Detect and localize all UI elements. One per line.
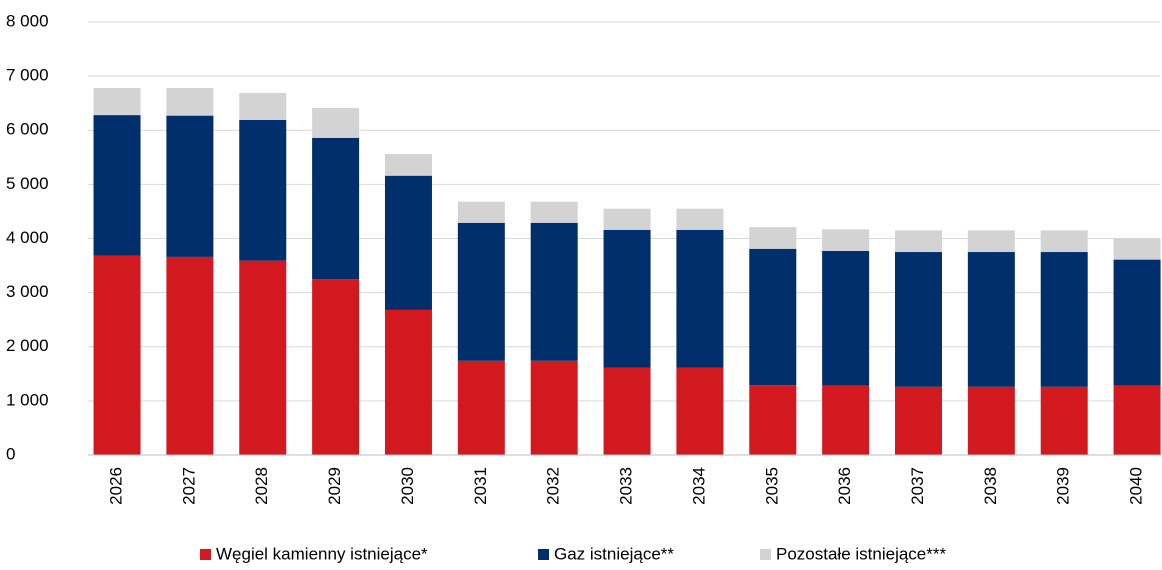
bar-segment: [457, 201, 505, 223]
bar-segment: [1040, 386, 1088, 455]
bar-segment: [384, 309, 432, 455]
bar-segment: [457, 360, 505, 455]
bar-segment: [1040, 230, 1088, 253]
x-tick-label: 2036: [835, 467, 854, 505]
x-tick-label: 2031: [471, 467, 490, 505]
bar-segment: [1113, 385, 1161, 455]
x-tick-label: 2034: [689, 467, 708, 505]
bar-segment: [530, 222, 578, 361]
bar-segment: [239, 119, 287, 261]
bar-segment: [1113, 238, 1161, 260]
legend-swatch: [538, 549, 549, 560]
legend-swatch: [200, 549, 211, 560]
bar-segment: [676, 208, 724, 230]
x-tick-label: 2026: [107, 467, 126, 505]
x-tick-label: 2030: [398, 467, 417, 505]
bar-segment: [384, 154, 432, 176]
legend-label: Gaz istniejące**: [554, 544, 674, 563]
x-tick-label: 2037: [908, 467, 927, 505]
bar-segment: [676, 367, 724, 455]
x-tick-label: 2035: [762, 467, 781, 505]
bar-segment: [312, 279, 360, 455]
legend-swatch: [760, 549, 771, 560]
x-tick-label: 2029: [325, 467, 344, 505]
bar-segment: [457, 222, 505, 361]
bar-segment: [603, 229, 651, 368]
bar-segment: [166, 115, 214, 257]
bar-segment: [894, 230, 942, 253]
bar-segment: [166, 88, 214, 116]
x-tick-label: 2027: [179, 467, 198, 505]
x-tick-label: 2039: [1054, 467, 1073, 505]
y-tick-label: 2 000: [6, 336, 49, 355]
legend-label: Pozostałe istniejące***: [776, 544, 946, 563]
bar-segment: [239, 92, 287, 120]
bar-segment: [894, 252, 942, 387]
bar-segment: [239, 260, 287, 455]
bar-segment: [603, 367, 651, 455]
y-tick-label: 1 000: [6, 390, 49, 409]
bar-segment: [822, 229, 870, 251]
y-tick-label: 5 000: [6, 174, 49, 193]
x-tick-label: 2028: [252, 467, 271, 505]
y-tick-label: 0: [6, 444, 15, 463]
bar-segment: [822, 385, 870, 455]
y-tick-label: 7 000: [6, 66, 49, 85]
x-tick-label: 2040: [1127, 467, 1146, 505]
bar-segment: [93, 115, 141, 256]
bar-segment: [1040, 252, 1088, 387]
bar-segment: [676, 229, 724, 368]
bar-segment: [603, 208, 651, 230]
bar-segment: [749, 248, 797, 386]
bar-segment: [312, 108, 360, 138]
bar-segment: [822, 250, 870, 386]
bar-segment: [384, 175, 432, 310]
bar-segment: [749, 227, 797, 249]
legend-label: Węgiel kamienny istniejące*: [216, 544, 428, 563]
bar-segment: [749, 385, 797, 455]
bar-segment: [166, 256, 214, 455]
x-tick-label: 2032: [544, 467, 563, 505]
bar-segment: [1113, 259, 1161, 386]
bar-segment: [967, 252, 1015, 387]
bar-segment: [530, 201, 578, 223]
y-tick-label: 6 000: [6, 120, 49, 139]
y-tick-label: 3 000: [6, 282, 49, 301]
bar-segment: [93, 88, 141, 116]
bar-segment: [967, 386, 1015, 455]
bar-segment: [894, 386, 942, 455]
y-tick-label: 4 000: [6, 228, 49, 247]
bar-segment: [93, 255, 141, 455]
bar-segment: [312, 137, 360, 280]
bar-segment: [967, 230, 1015, 253]
x-tick-label: 2038: [981, 467, 1000, 505]
bar-segment: [530, 360, 578, 455]
x-tick-label: 2033: [617, 467, 636, 505]
y-tick-label: 8 000: [6, 11, 49, 30]
